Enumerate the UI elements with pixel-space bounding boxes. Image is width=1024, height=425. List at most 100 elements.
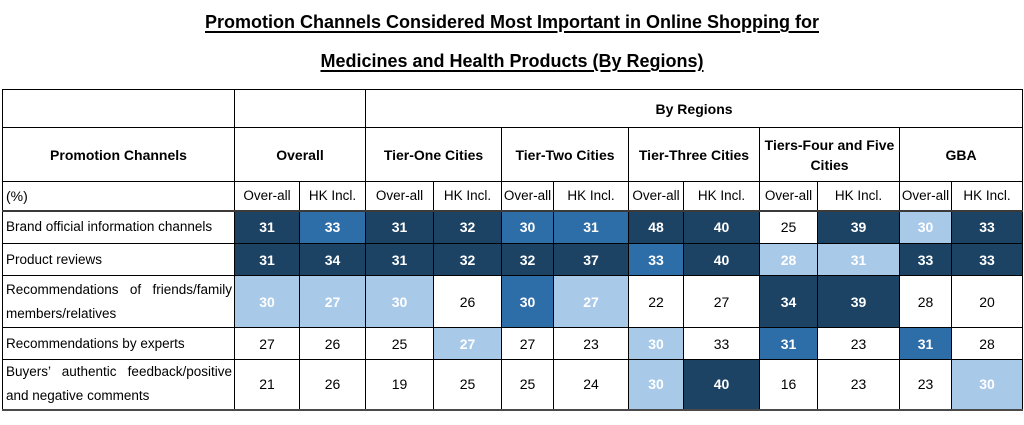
value-cell: 30 — [234, 275, 300, 328]
row-label-text: Buyers’ authentic feedback/positive — [6, 364, 232, 380]
value-cell: 30 — [628, 327, 684, 360]
value-cell: 26 — [299, 327, 366, 360]
value-cell: 32 — [433, 243, 502, 276]
by-regions-header: By Regions — [364, 89, 1024, 128]
row-label: Recommendations by experts — [2, 327, 235, 360]
value-cell: 39 — [817, 275, 900, 328]
value-cell: 33 — [683, 327, 760, 360]
value-cell: 28 — [759, 243, 818, 276]
value-cell: 33 — [628, 243, 684, 276]
value-cell: 34 — [299, 243, 366, 276]
group-header-tier-two-cities: Tier-Two Cities — [501, 127, 629, 182]
promotion-channels-table: By Regions Promotion Channels Overall Ti… — [2, 89, 1024, 411]
value-cell: 27 — [501, 327, 554, 360]
value-cell: 22 — [628, 275, 684, 328]
value-cell: 26 — [433, 275, 502, 328]
row-label: Product reviews — [2, 243, 235, 276]
value-cell: 31 — [234, 243, 300, 276]
value-cell: 24 — [553, 359, 629, 411]
subheader-tier-three-overall: Over-all — [628, 181, 684, 212]
subheader-gba-hk-incl: HK Incl. — [950, 181, 1024, 212]
table-row-recommendations-experts: Recommendations by experts 27 26 25 27 2… — [2, 327, 1024, 360]
row-label: Brand official information channels — [2, 210, 235, 244]
value-cell: 31 — [365, 210, 434, 244]
group-header-tier-three-cities: Tier-Three Cities — [628, 127, 760, 182]
subheader-tier-two-hk-incl: HK Incl. — [553, 181, 629, 212]
value-cell: 31 — [234, 210, 300, 244]
value-cell: 27 — [433, 327, 502, 360]
value-cell: 16 — [759, 359, 818, 411]
value-cell: 34 — [759, 275, 818, 328]
value-cell: 32 — [433, 210, 502, 244]
blank-overall-cell — [234, 89, 366, 128]
value-cell: 31 — [553, 210, 629, 244]
subheader-tier-two-overall: Over-all — [501, 181, 554, 212]
value-cell: 21 — [234, 359, 300, 411]
value-cell: 28 — [899, 275, 952, 328]
value-cell: 33 — [950, 210, 1024, 244]
value-cell: 30 — [899, 210, 952, 244]
value-cell: 25 — [501, 359, 554, 411]
table-row-recommendations-friends-family: Recommendations of friends/family member… — [2, 275, 1024, 328]
group-header-gba: GBA — [898, 127, 1024, 182]
value-cell: 28 — [950, 327, 1024, 360]
row-label-text: Product reviews — [6, 251, 103, 267]
value-cell: 33 — [299, 210, 366, 244]
value-cell: 32 — [501, 243, 554, 276]
subheader-tier-one-hk-incl: HK Incl. — [433, 181, 502, 212]
value-cell: 30 — [501, 275, 554, 328]
row-label-text: and negative comments — [6, 388, 150, 404]
subheader-tiers-four-five-overall: Over-all — [759, 181, 818, 212]
value-cell: 48 — [628, 210, 684, 244]
value-cell: 27 — [553, 275, 629, 328]
value-cell: 25 — [759, 210, 818, 244]
value-cell: 30 — [628, 359, 684, 411]
value-cell: 31 — [759, 327, 818, 360]
value-cell: 40 — [683, 210, 760, 244]
row-label: Buyers’ authentic feedback/positive and … — [2, 359, 235, 411]
page-title: Promotion Channels Considered Most Impor… — [0, 0, 1024, 72]
row-label-text: Recommendations by experts — [6, 335, 185, 351]
value-cell: 40 — [683, 359, 760, 411]
value-cell: 23 — [817, 327, 900, 360]
value-cell: 23 — [553, 327, 629, 360]
value-cell: 31 — [899, 327, 952, 360]
value-cell: 23 — [817, 359, 900, 411]
table-row-buyers-feedback: Buyers’ authentic feedback/positive and … — [2, 359, 1024, 411]
value-cell: 30 — [365, 275, 434, 328]
header-row-sub: (%) Over-all HK Incl. Over-all HK Incl. … — [2, 181, 1024, 212]
value-cell: 33 — [899, 243, 952, 276]
value-cell: 30 — [501, 210, 554, 244]
subheader-tiers-four-five-hk-incl: HK Incl. — [817, 181, 900, 212]
subheader-overall-hk-incl: HK Incl. — [299, 181, 366, 212]
row-label-text: Recommendations of friends/family — [6, 281, 232, 297]
value-cell: 33 — [950, 243, 1024, 276]
group-header-tiers-four-five-cities: Tiers-Four and Five Cities — [759, 127, 900, 182]
row-label: Recommendations of friends/family member… — [2, 275, 235, 328]
table-row-product-reviews: Product reviews 31 34 31 32 32 37 33 40 … — [2, 243, 1024, 276]
group-header-overall: Overall — [234, 127, 366, 182]
value-cell: 25 — [433, 359, 502, 411]
unit-label: (%) — [2, 181, 235, 212]
value-cell: 30 — [950, 359, 1024, 411]
value-cell: 31 — [817, 243, 900, 276]
value-cell: 25 — [365, 327, 434, 360]
value-cell: 37 — [553, 243, 629, 276]
value-cell: 39 — [817, 210, 900, 244]
value-cell: 27 — [299, 275, 366, 328]
title-line-2: Medicines and Health Products (By Region… — [320, 51, 704, 71]
value-cell: 26 — [299, 359, 366, 411]
row-label-text: members/relatives — [6, 305, 117, 321]
value-cell: 19 — [365, 359, 434, 411]
promotion-channels-header: Promotion Channels — [2, 127, 235, 182]
subheader-tier-three-hk-incl: HK Incl. — [683, 181, 760, 212]
group-header-tier-one-cities: Tier-One Cities — [365, 127, 502, 182]
subheader-tier-one-overall: Over-all — [365, 181, 434, 212]
row-label-text: Brand official information channels — [6, 219, 213, 235]
value-cell: 20 — [950, 275, 1024, 328]
value-cell: 27 — [683, 275, 760, 328]
value-cell: 31 — [365, 243, 434, 276]
subheader-gba-overall: Over-all — [899, 181, 952, 212]
value-cell: 23 — [899, 359, 952, 411]
header-row-groups: Promotion Channels Overall Tier-One Citi… — [2, 127, 1024, 182]
